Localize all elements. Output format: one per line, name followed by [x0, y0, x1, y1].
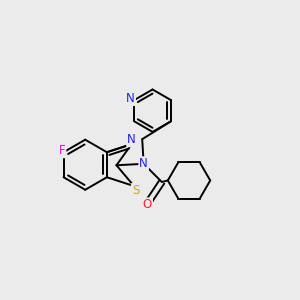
- Text: N: N: [127, 133, 136, 146]
- Text: N: N: [126, 92, 135, 105]
- Text: S: S: [132, 184, 139, 197]
- Text: F: F: [59, 144, 65, 157]
- Text: N: N: [139, 157, 148, 170]
- Text: O: O: [143, 198, 152, 212]
